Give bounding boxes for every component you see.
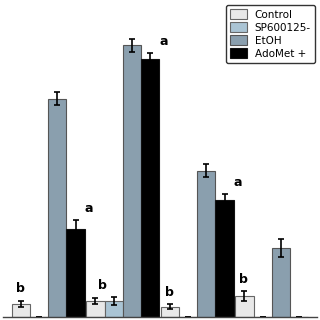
Bar	[67, 229, 85, 317]
Bar	[235, 296, 253, 317]
Bar	[86, 301, 105, 317]
Bar	[141, 59, 159, 317]
Bar	[161, 307, 179, 317]
Text: b: b	[16, 282, 25, 295]
Bar	[197, 171, 215, 317]
Bar	[48, 99, 67, 317]
Text: b: b	[99, 279, 107, 292]
Bar	[272, 248, 290, 317]
Text: b: b	[165, 285, 173, 299]
Bar	[123, 45, 141, 317]
Bar	[12, 304, 30, 317]
Legend: Control, SP600125-, EtOH, AdoMet +: Control, SP600125-, EtOH, AdoMet +	[226, 5, 315, 63]
Bar	[105, 301, 123, 317]
Text: b: b	[239, 273, 248, 286]
Text: a: a	[234, 176, 242, 189]
Bar	[215, 200, 234, 317]
Text: a: a	[159, 35, 168, 48]
Text: a: a	[84, 202, 93, 215]
